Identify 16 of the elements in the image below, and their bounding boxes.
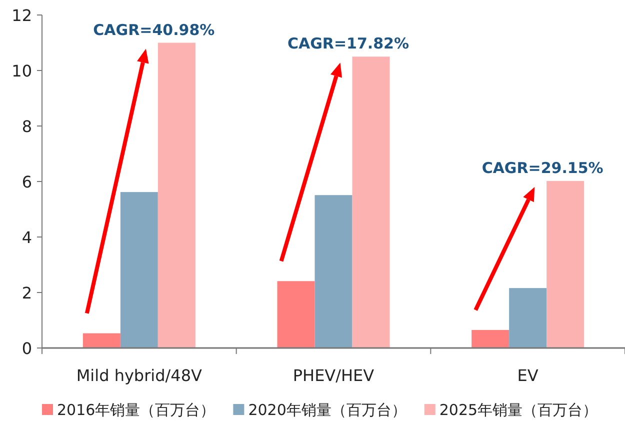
legend-label: 2016年销量（百万台） <box>57 401 216 419</box>
y-tick-label: 2 <box>22 284 32 302</box>
legend-label: 2020年销量（百万台） <box>248 401 406 419</box>
annotation: CAGR=29.15% <box>482 158 604 177</box>
y-tick-label: 6 <box>22 172 32 192</box>
x-tick-label: PHEV/HEV <box>292 366 374 385</box>
x-tick-label: EV <box>517 366 538 385</box>
x-tick-label: Mild hybrid/48V <box>76 366 202 385</box>
annotation: CAGR=17.82% <box>287 34 410 53</box>
legend-label: 2025年销量（百万台） <box>439 401 598 419</box>
y-tick-label: 0 <box>22 339 32 358</box>
y-tick-label: 8 <box>22 117 32 136</box>
y-tick-label: 10 <box>12 62 32 80</box>
y-tick-label: 4 <box>22 228 32 247</box>
annotation: CAGR=40.98% <box>93 20 215 39</box>
y-tick-label: 12 <box>12 6 32 25</box>
